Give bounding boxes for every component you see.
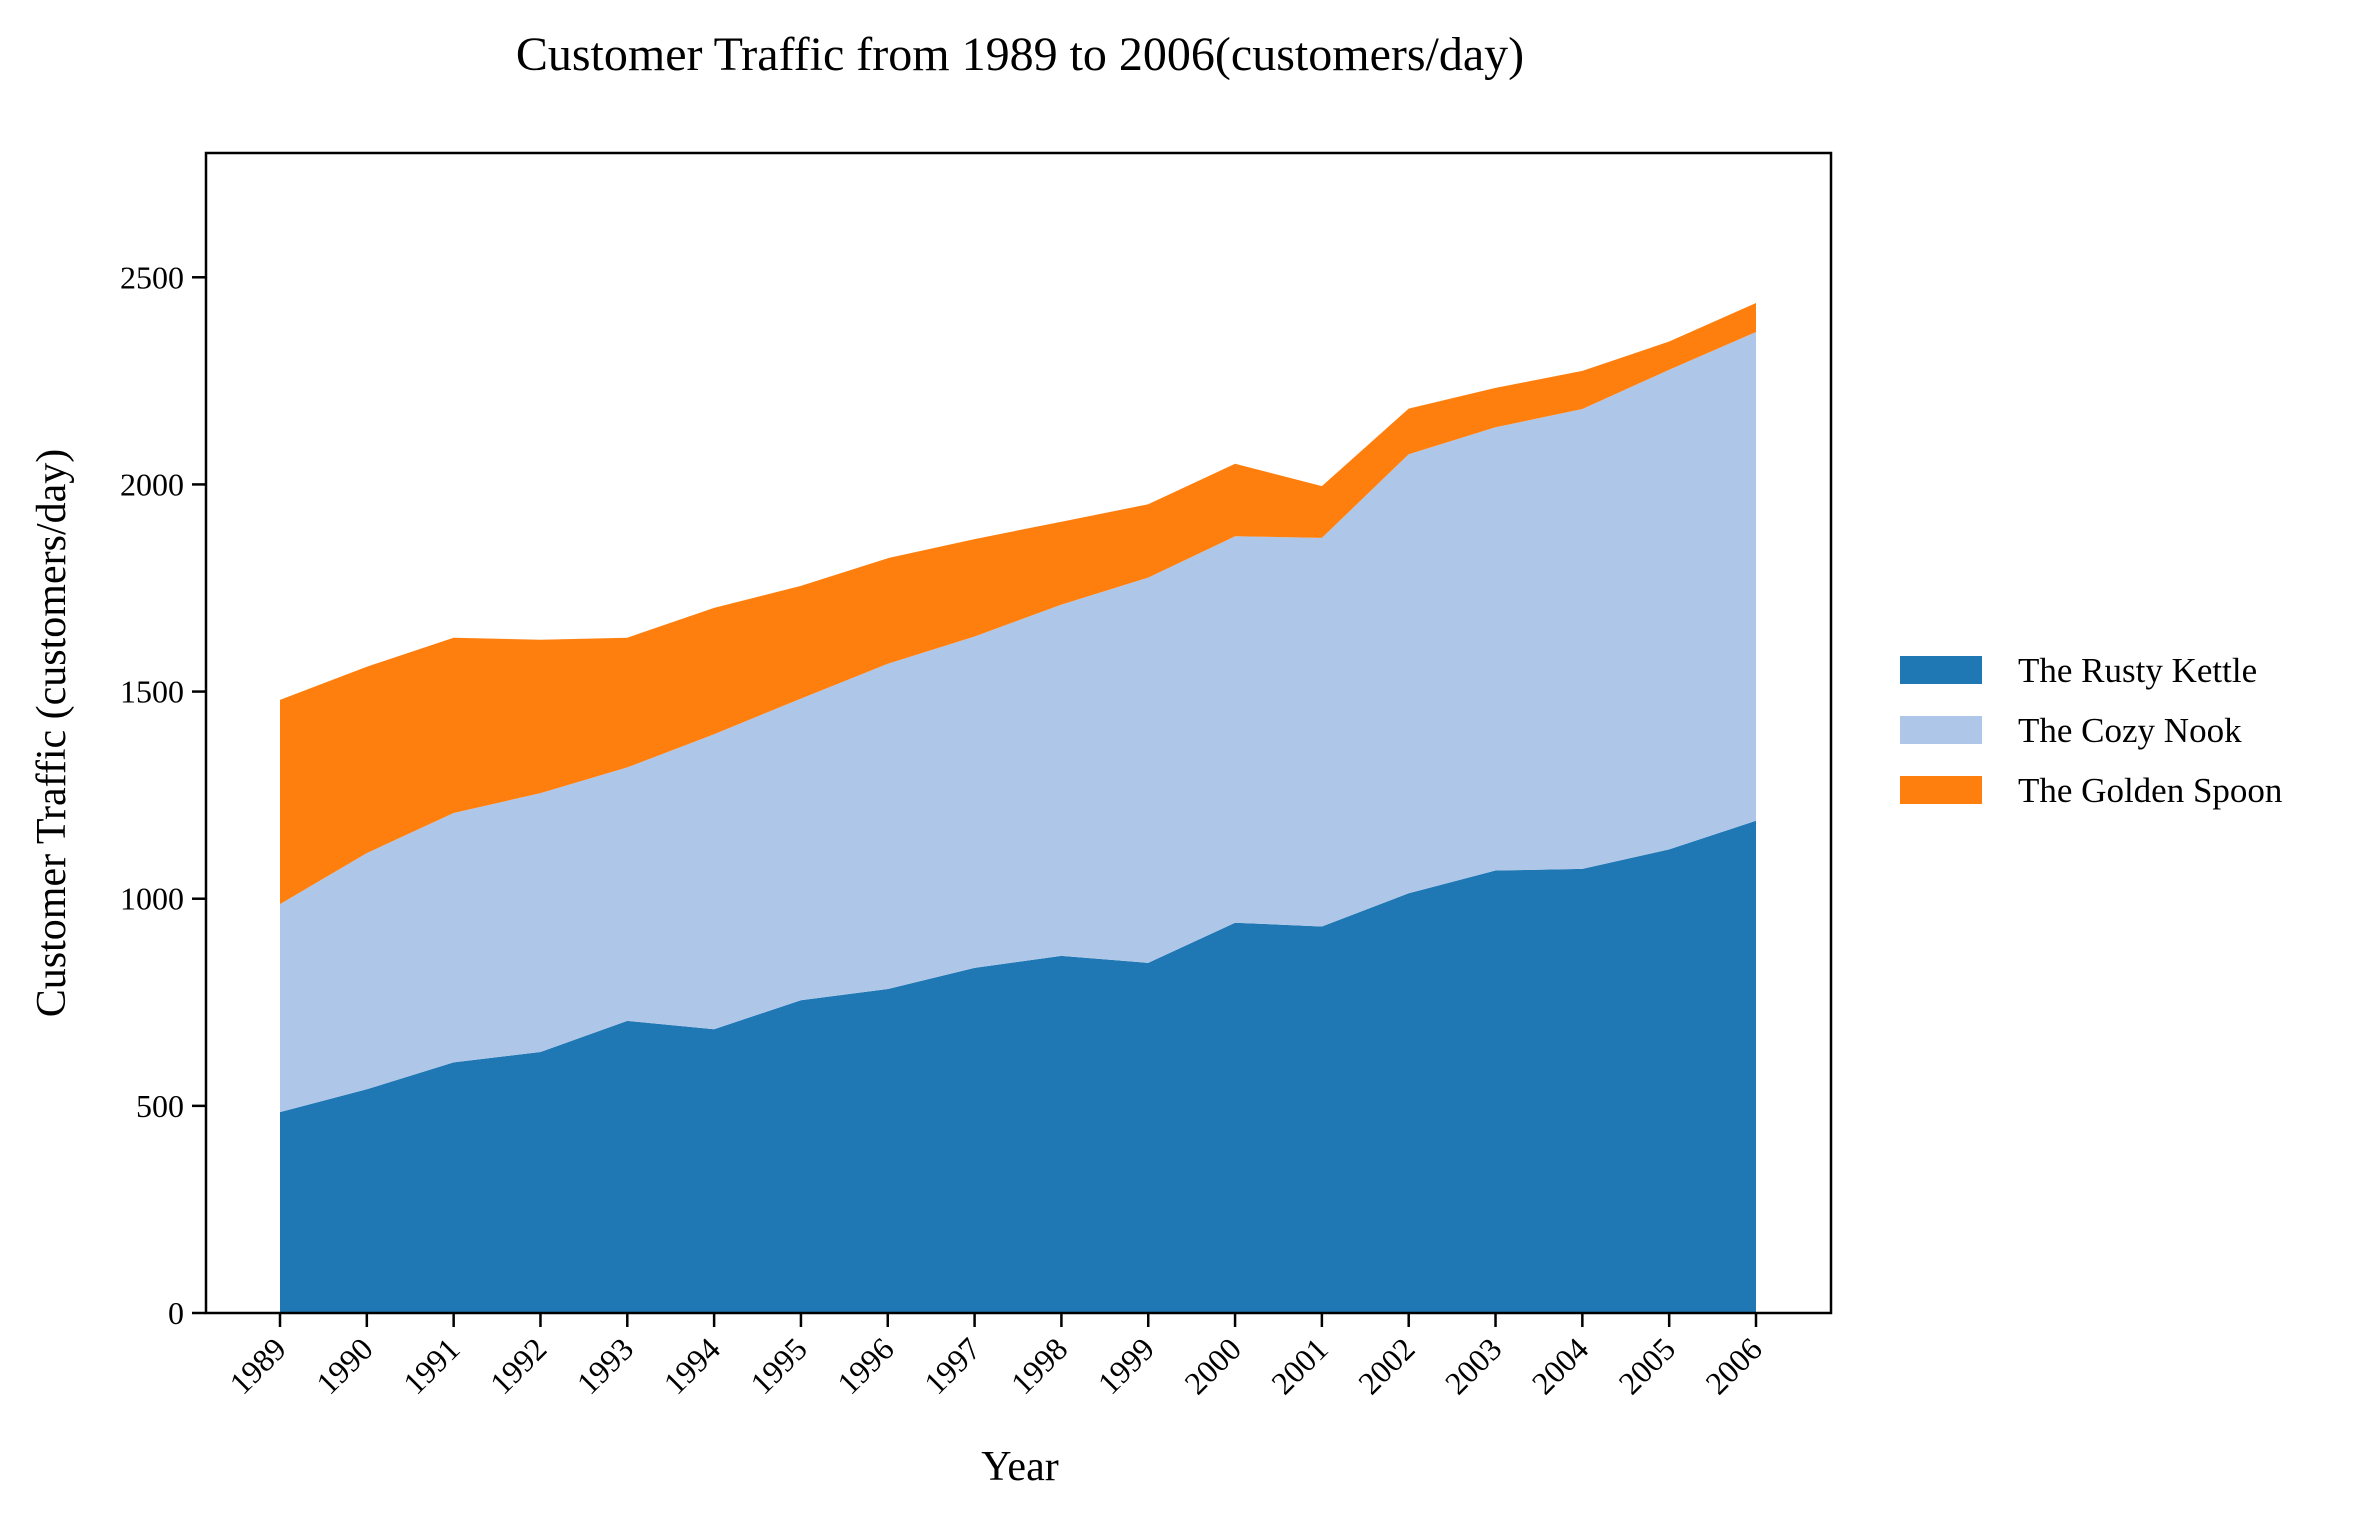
x-tick-label: 2001 (1264, 1330, 1335, 1401)
legend: The Rusty Kettle The Cozy Nook The Golden … (1900, 651, 2282, 810)
legend-label-the-golden-spoon: The Golden Spoon (2018, 771, 2282, 810)
y-tick-label: 500 (136, 1088, 184, 1124)
x-axis: 1989 1990 1991 1992 1993 1994 1995 1996 1997 1998… (222, 1313, 1769, 1401)
x-tick-label: 1994 (656, 1330, 727, 1401)
x-tick-label: 2002 (1351, 1330, 1422, 1401)
x-tick-label: 1996 (830, 1330, 901, 1401)
x-tick-label: 2004 (1525, 1330, 1596, 1401)
y-tick-label: 0 (168, 1295, 184, 1331)
y-tick-label: 2500 (120, 259, 184, 295)
x-tick-label: 1992 (483, 1330, 554, 1401)
x-tick-label: 1989 (222, 1330, 293, 1401)
x-tick-label: 1999 (1090, 1330, 1161, 1401)
stacked-areas (280, 303, 1756, 1313)
legend-swatch-the-rusty-kettle (1900, 656, 1982, 684)
y-tick-label: 2000 (120, 466, 184, 502)
legend-label-the-rusty-kettle: The Rusty Kettle (2018, 651, 2257, 690)
y-tick-label: 1500 (120, 674, 184, 710)
x-tick-label: 2006 (1698, 1330, 1769, 1401)
x-tick-label: 1990 (309, 1330, 380, 1401)
x-tick-label: 2000 (1177, 1330, 1248, 1401)
x-tick-label: 1995 (743, 1330, 814, 1401)
plot-frame (204, 151, 1833, 1315)
x-tick-label: 2003 (1438, 1330, 1509, 1401)
y-axis: 0 500 1000 1500 2000 2500 (120, 259, 206, 1331)
x-tick-label: 2005 (1611, 1330, 1682, 1401)
x-tick-label: 1991 (396, 1330, 467, 1401)
legend-swatch-the-golden-spoon (1900, 776, 1982, 804)
x-tick-label: 1997 (917, 1330, 988, 1401)
legend-swatch-the-cozy-nook (1900, 716, 1982, 744)
x-tick-label: 1993 (570, 1330, 641, 1401)
legend-label-the-cozy-nook: The Cozy Nook (2018, 711, 2242, 750)
y-axis-label: Customer Traffic (customers/day) (29, 449, 75, 1017)
area-the-cozy-nook (280, 332, 1756, 1113)
x-axis-label: Year (981, 1444, 1058, 1490)
chart-title: Customer Traffic from 1989 to 2006(custo… (516, 28, 1524, 81)
y-tick-label: 1000 (120, 881, 184, 917)
x-tick-label: 1998 (1004, 1330, 1075, 1401)
area-the-golden-spoon (280, 303, 1756, 905)
area-the-rusty-kettle (280, 820, 1756, 1313)
